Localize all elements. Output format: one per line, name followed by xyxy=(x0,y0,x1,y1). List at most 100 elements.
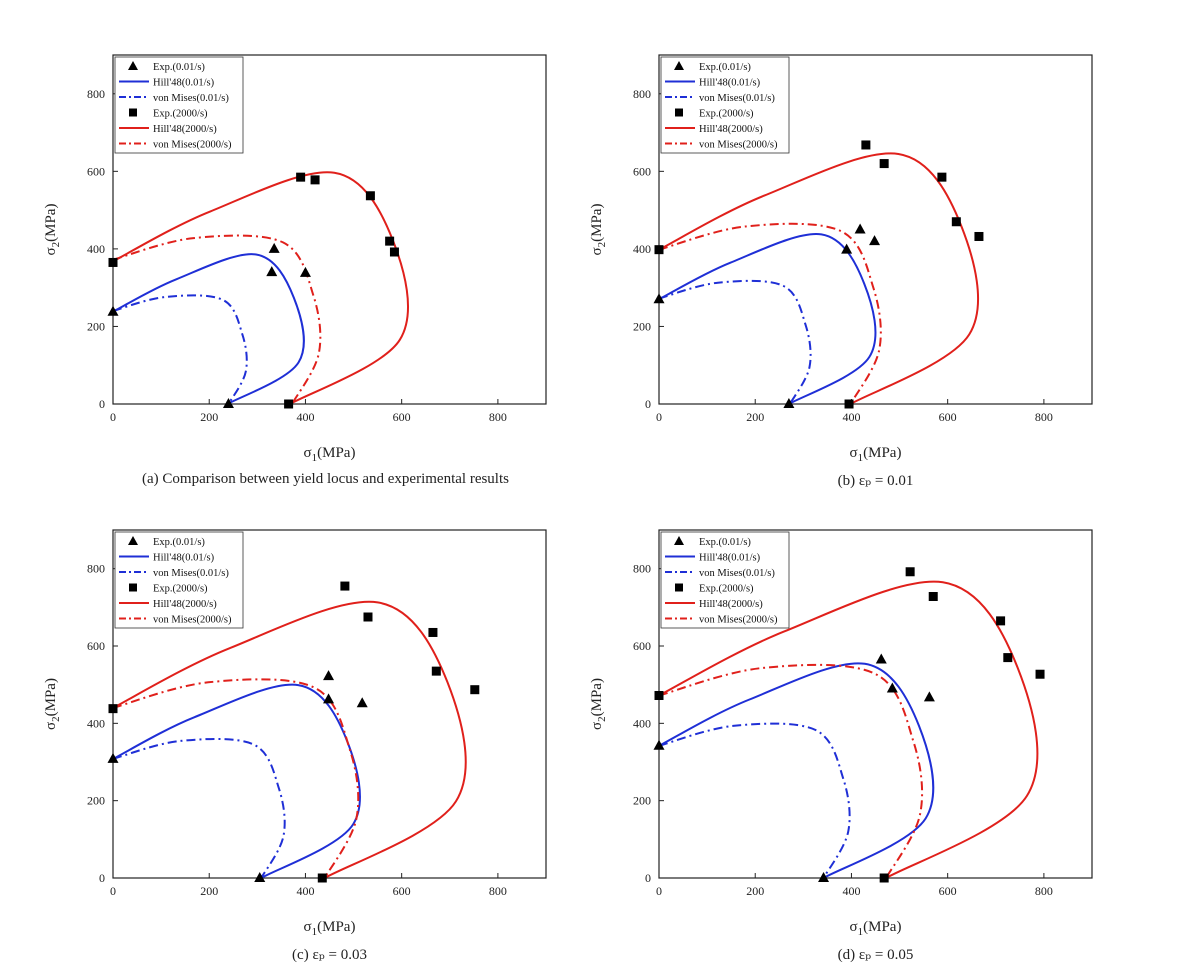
exp-point-2000 xyxy=(844,399,854,409)
curve-vonmises-0.01 xyxy=(659,279,812,404)
legend-box xyxy=(114,531,244,629)
panel-caption: (a) Comparison between yield locus and e… xyxy=(142,471,509,487)
exp-point-2000 xyxy=(284,399,294,409)
exp-point-2000 xyxy=(363,612,373,622)
y-tick-label: 800 xyxy=(87,87,105,101)
x-tick-label: 0 xyxy=(110,410,116,424)
exp-point-2000 xyxy=(1035,669,1045,679)
x-tick-label: 400 xyxy=(296,410,314,424)
x-tick-label: 600 xyxy=(939,884,957,898)
y-axis-label: σ2(MPa) xyxy=(589,678,608,730)
x-axis-label: σ1(MPa) xyxy=(304,919,356,938)
curve-vonmises-2000 xyxy=(659,222,882,404)
legend-label: Exp.(2000/s) xyxy=(153,109,208,120)
exp-point-2000 xyxy=(1003,653,1013,663)
panel-b: 0 200 400 600 800 0 200 400 600 800 σ1(MPa) σ2(MPa)… xyxy=(589,54,1093,464)
exp-point-2000 xyxy=(996,616,1006,626)
exp-point-2000 xyxy=(310,175,320,185)
legend-label: von Mises(2000/s) xyxy=(153,140,232,151)
y-axis-label: σ2(MPa) xyxy=(43,678,62,730)
exp-point-0.01 xyxy=(875,653,887,664)
exp-point-0.01 xyxy=(854,223,866,234)
exp-point-0.01 xyxy=(653,739,665,750)
legend-label: Exp.(0.01/s) xyxy=(153,62,205,73)
curves xyxy=(659,580,1039,878)
exp-point-0.01 xyxy=(886,682,898,693)
exp-point-2000 xyxy=(951,217,961,227)
y-axis-label: σ2(MPa) xyxy=(589,204,608,256)
curve-hill48-2000 xyxy=(659,152,980,404)
x-axis-label: σ1(MPa) xyxy=(850,445,902,464)
curve-vonmises-2000 xyxy=(659,663,924,878)
exp-point-2000 xyxy=(861,140,871,150)
exp-point-2000 xyxy=(654,245,664,255)
x-tick-label: 800 xyxy=(489,884,507,898)
legend-label: von Mises(2000/s) xyxy=(699,140,778,151)
y-tick-label: 800 xyxy=(633,562,651,576)
exp-point-2000 xyxy=(108,704,118,714)
panel-d: 0 200 400 600 800 0 200 400 600 800 σ1(MPa) σ2(MPa)… xyxy=(589,529,1093,938)
legend-label: von Mises(0.01/s) xyxy=(699,568,775,579)
x-tick-label: 400 xyxy=(842,410,860,424)
exp-point-2000 xyxy=(365,191,375,201)
x-axis-label: σ1(MPa) xyxy=(304,445,356,464)
x-tick-label: 400 xyxy=(296,884,314,898)
legend-marker-square-icon xyxy=(675,583,683,592)
panel-caption: (c) εₚ = 0.03 xyxy=(292,947,367,963)
x-tick-label: 200 xyxy=(200,410,218,424)
exp-point-0.01 xyxy=(356,697,368,708)
legend-marker-triangle-icon xyxy=(674,536,684,545)
curve-hill48-0.01 xyxy=(659,233,877,404)
exp-point-0.01 xyxy=(869,235,881,246)
x-tick-label: 0 xyxy=(656,884,662,898)
legend-label: Hill'48(0.01/s) xyxy=(153,78,215,89)
exp-point-2000 xyxy=(879,159,889,169)
legend-label: Hill'48(2000/s) xyxy=(699,124,763,135)
y-tick-label: 600 xyxy=(633,639,651,653)
panel-a: 0 200 400 600 800 0 200 400 600 800 σ1(MPa) σ2(MPa)… xyxy=(43,54,547,464)
exp-point-0.01 xyxy=(323,670,335,681)
legend-label: Hill'48(2000/s) xyxy=(699,599,763,610)
x-tick-label: 0 xyxy=(656,410,662,424)
curve-vonmises-0.01 xyxy=(113,737,286,878)
x-tick-label: 600 xyxy=(939,410,957,424)
panel-c: 0 200 400 600 800 0 200 400 600 800 σ1(MPa) σ2(MPa)… xyxy=(43,529,547,938)
exp-point-0.01 xyxy=(818,872,830,882)
legend: Exp.(0.01/s) Hill'48(0.01/s) von Mises(0.0… xyxy=(660,56,790,154)
exp-point-2000 xyxy=(108,257,118,267)
exp-point-2000 xyxy=(296,172,306,182)
legend-marker-triangle-icon xyxy=(128,536,138,545)
legend-box xyxy=(660,531,790,629)
panel-caption: (b) εₚ = 0.01 xyxy=(837,473,914,489)
y-tick-label: 600 xyxy=(633,164,651,178)
x-tick-label: 0 xyxy=(110,884,116,898)
exp-point-0.01 xyxy=(299,266,311,277)
plot-frame xyxy=(658,54,1093,405)
x-tick-label: 200 xyxy=(746,884,764,898)
y-tick-label: 400 xyxy=(633,716,651,730)
legend-label: Hill'48(0.01/s) xyxy=(153,553,215,564)
legend-label: Exp.(0.01/s) xyxy=(699,62,751,73)
panel-caption: (d) εₚ = 0.05 xyxy=(837,947,914,963)
exp-point-2000 xyxy=(470,685,480,695)
legend-label: Exp.(2000/s) xyxy=(153,584,208,595)
curve-vonmises-2000 xyxy=(113,234,322,404)
legend-label: Hill'48(0.01/s) xyxy=(699,553,761,564)
curve-vonmises-0.01 xyxy=(113,294,248,404)
legend-label: Exp.(0.01/s) xyxy=(153,537,205,548)
curve-hill48-2000 xyxy=(113,600,467,878)
exp-point-0.01 xyxy=(653,293,665,304)
x-tick-label: 800 xyxy=(1035,884,1053,898)
y-tick-label: 400 xyxy=(87,242,105,256)
legend: Exp.(0.01/s) Hill'48(0.01/s) von Mises(0.0… xyxy=(114,56,244,154)
exp-point-2000 xyxy=(340,581,350,591)
y-tick-label: 800 xyxy=(633,87,651,101)
legend-label: von Mises(0.01/s) xyxy=(699,93,775,104)
legend-label: von Mises(2000/s) xyxy=(699,615,778,626)
legend: Exp.(0.01/s) Hill'48(0.01/s) von Mises(0.0… xyxy=(114,531,244,629)
x-tick-label: 200 xyxy=(200,884,218,898)
legend-label: von Mises(0.01/s) xyxy=(153,568,229,579)
exp-point-0.01 xyxy=(268,242,280,253)
y-tick-label: 600 xyxy=(87,639,105,653)
curve-vonmises-0.01 xyxy=(659,722,851,878)
